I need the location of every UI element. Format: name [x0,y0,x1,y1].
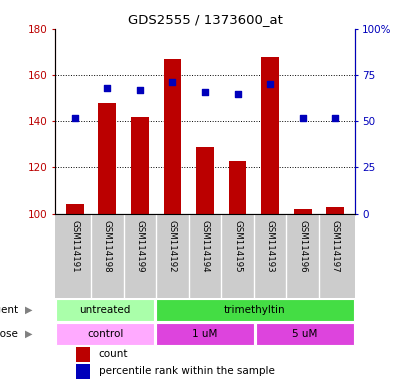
Text: GSM114193: GSM114193 [265,220,274,273]
Text: GSM114198: GSM114198 [103,220,112,273]
Text: count: count [99,349,128,359]
Text: GSM114196: GSM114196 [297,220,306,273]
Bar [66,204,83,214]
Bar [293,209,311,214]
FancyBboxPatch shape [56,323,154,345]
Bar [261,56,279,214]
Bar [326,207,343,214]
Text: percentile rank within the sample: percentile rank within the sample [99,366,274,376]
Text: GSM114197: GSM114197 [330,220,339,273]
FancyBboxPatch shape [56,299,154,321]
Text: GSM114195: GSM114195 [232,220,241,273]
FancyBboxPatch shape [156,299,353,321]
Text: GSM114192: GSM114192 [168,220,177,273]
Text: trimethyltin: trimethyltin [224,305,285,315]
FancyBboxPatch shape [255,323,353,345]
Text: dose: dose [0,329,18,339]
Point [331,114,337,121]
Text: control: control [87,329,123,339]
Text: agent: agent [0,305,18,315]
Point [234,91,240,97]
Text: GSM114194: GSM114194 [200,220,209,273]
Bar [130,117,148,214]
Text: untreated: untreated [79,305,130,315]
Bar [163,59,181,214]
Point [136,87,143,93]
Text: GSM114199: GSM114199 [135,220,144,273]
Text: ▶: ▶ [25,329,32,339]
Point [104,85,110,91]
FancyBboxPatch shape [156,323,253,345]
Bar [196,147,213,214]
Point [72,114,78,121]
Text: 1 uM: 1 uM [192,329,217,339]
Point [169,79,175,86]
Bar [76,364,90,379]
Text: GDS2555 / 1373600_at: GDS2555 / 1373600_at [127,13,282,26]
Bar [98,103,116,214]
Point [201,89,208,95]
Text: 5 uM: 5 uM [291,329,317,339]
Text: ▶: ▶ [25,305,32,315]
Point [299,114,305,121]
Point [266,81,273,87]
Bar [76,347,90,362]
Bar [228,161,246,214]
Text: GSM114191: GSM114191 [70,220,79,273]
